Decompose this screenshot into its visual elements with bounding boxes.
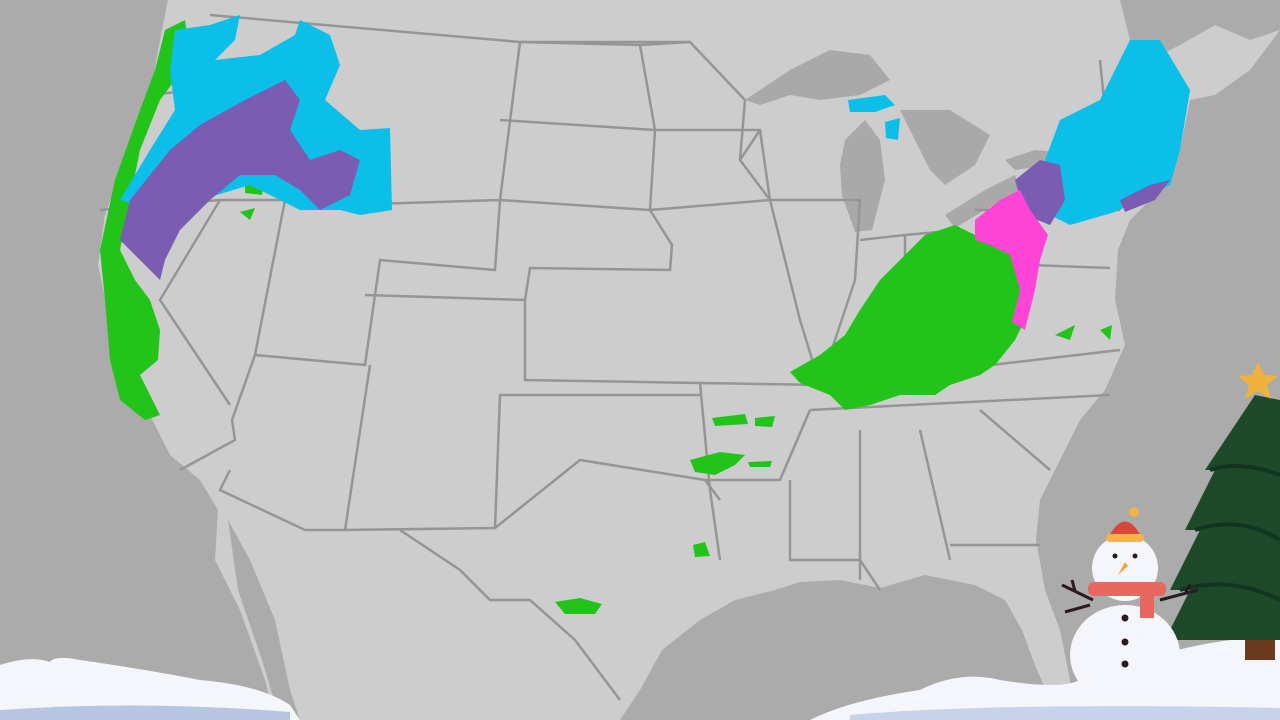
great-lakes	[745, 50, 1060, 232]
lake-huron	[900, 110, 990, 185]
star-icon	[1238, 362, 1278, 399]
rain-arkansas-2	[755, 416, 775, 427]
rain-oklahoma	[690, 452, 745, 475]
mixed-ne-coast	[1120, 180, 1170, 212]
rain-texas-2	[555, 598, 602, 614]
mixed-northwest	[120, 80, 360, 280]
lake-erie	[945, 175, 1020, 228]
rain-west-coast	[100, 20, 190, 420]
christmas-tree-icon	[1165, 395, 1280, 660]
lake-michigan	[840, 120, 885, 232]
snowman-icon	[1061, 507, 1199, 705]
lake-superior	[745, 50, 890, 105]
precip-ice	[975, 190, 1048, 330]
precip-rain	[100, 20, 1112, 614]
rain-arkansas-1	[712, 414, 748, 426]
gulf-of-california	[228, 520, 300, 720]
snow-michigan-up	[848, 95, 900, 140]
rain-virginia	[1055, 325, 1112, 340]
rain-ark-small	[748, 461, 772, 467]
rain-texas-1	[693, 542, 710, 557]
pacific-ocean	[0, 0, 275, 720]
rain-ohio-valley	[790, 225, 1030, 410]
snow-northeast	[1035, 40, 1190, 225]
